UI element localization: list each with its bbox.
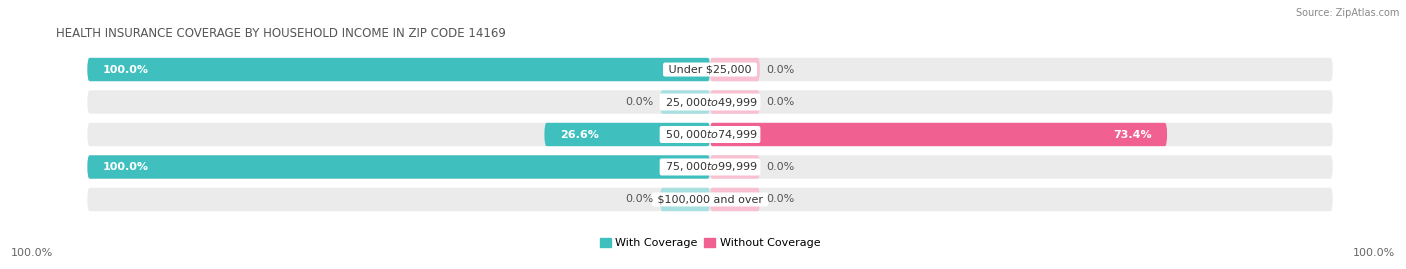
Text: HEALTH INSURANCE COVERAGE BY HOUSEHOLD INCOME IN ZIP CODE 14169: HEALTH INSURANCE COVERAGE BY HOUSEHOLD I… (56, 27, 506, 40)
Text: 26.6%: 26.6% (560, 129, 599, 140)
Text: $75,000 to $99,999: $75,000 to $99,999 (662, 161, 758, 174)
FancyBboxPatch shape (661, 90, 710, 114)
Text: $50,000 to $74,999: $50,000 to $74,999 (662, 128, 758, 141)
FancyBboxPatch shape (87, 58, 1333, 81)
Text: 0.0%: 0.0% (766, 65, 794, 75)
FancyBboxPatch shape (87, 58, 710, 81)
FancyBboxPatch shape (87, 90, 1333, 114)
FancyBboxPatch shape (87, 188, 1333, 211)
Text: 0.0%: 0.0% (766, 194, 794, 204)
FancyBboxPatch shape (710, 123, 1167, 146)
Text: 73.4%: 73.4% (1114, 129, 1152, 140)
Text: 0.0%: 0.0% (626, 194, 654, 204)
Text: Source: ZipAtlas.com: Source: ZipAtlas.com (1295, 8, 1399, 18)
Text: 100.0%: 100.0% (11, 248, 53, 258)
FancyBboxPatch shape (710, 188, 759, 211)
Text: 0.0%: 0.0% (766, 162, 794, 172)
Text: 100.0%: 100.0% (1353, 248, 1395, 258)
FancyBboxPatch shape (87, 155, 1333, 179)
Legend: With Coverage, Without Coverage: With Coverage, Without Coverage (595, 234, 825, 253)
FancyBboxPatch shape (87, 123, 1333, 146)
Text: $25,000 to $49,999: $25,000 to $49,999 (662, 95, 758, 108)
Text: $100,000 and over: $100,000 and over (654, 194, 766, 204)
Text: 0.0%: 0.0% (626, 97, 654, 107)
FancyBboxPatch shape (544, 123, 710, 146)
Text: 100.0%: 100.0% (103, 162, 149, 172)
FancyBboxPatch shape (87, 155, 710, 179)
FancyBboxPatch shape (661, 188, 710, 211)
FancyBboxPatch shape (710, 90, 759, 114)
Text: 100.0%: 100.0% (103, 65, 149, 75)
Text: Under $25,000: Under $25,000 (665, 65, 755, 75)
Text: 0.0%: 0.0% (766, 97, 794, 107)
FancyBboxPatch shape (710, 58, 759, 81)
FancyBboxPatch shape (710, 155, 759, 179)
